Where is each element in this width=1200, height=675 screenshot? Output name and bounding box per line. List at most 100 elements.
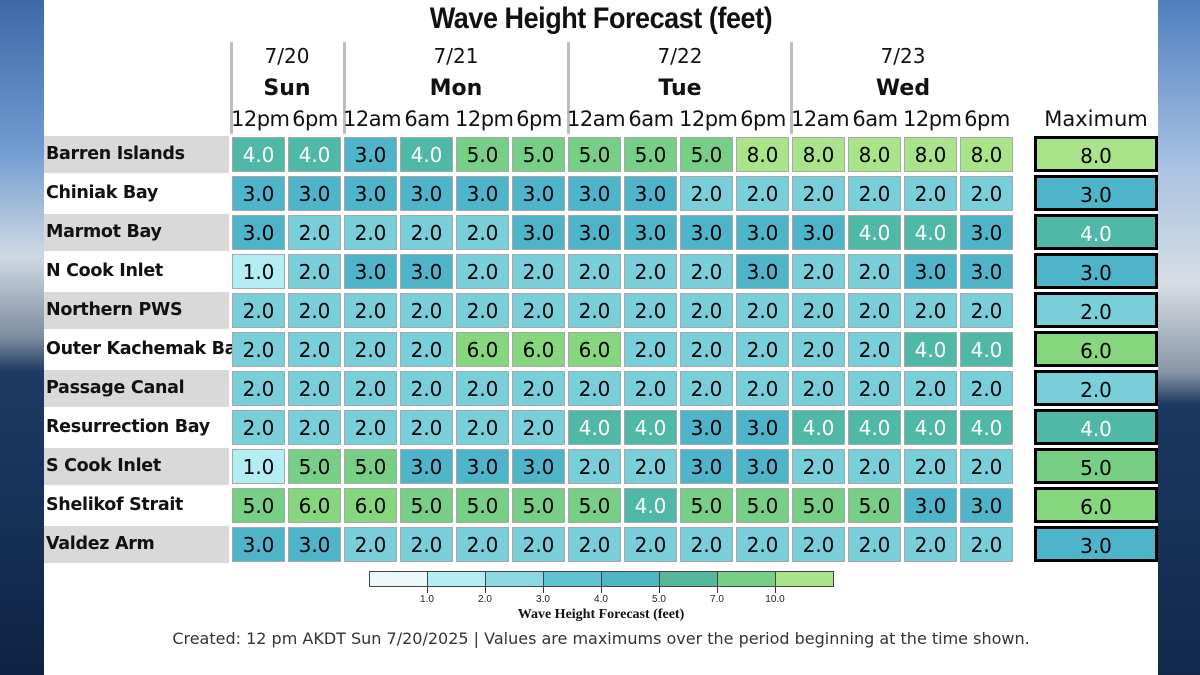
forecast-cell: 2.0 bbox=[680, 254, 733, 289]
time-header: 6pm bbox=[516, 107, 562, 131]
background-ocean-right bbox=[1158, 0, 1200, 675]
location-label: Chiniak Bay bbox=[46, 183, 159, 203]
time-header: 12am bbox=[791, 107, 850, 131]
forecast-cell: 2.0 bbox=[680, 293, 733, 328]
forecast-cell: 2.0 bbox=[344, 332, 397, 367]
forecast-cell: 2.0 bbox=[792, 254, 845, 289]
forecast-cell: 2.0 bbox=[288, 254, 341, 289]
location-label: N Cook Inlet bbox=[46, 261, 163, 281]
forecast-cell: 5.0 bbox=[680, 137, 733, 172]
forecast-cell: 3.0 bbox=[344, 254, 397, 289]
forecast-cell: 3.0 bbox=[344, 137, 397, 172]
forecast-cell: 6.0 bbox=[288, 488, 341, 523]
day-date: 7/22 bbox=[657, 44, 703, 68]
forecast-cell: 3.0 bbox=[960, 215, 1013, 250]
forecast-cell: 2.0 bbox=[344, 371, 397, 406]
footer-note: Created: 12 pm AKDT Sun 7/20/2025 | Valu… bbox=[172, 629, 1030, 648]
forecast-cell: 3.0 bbox=[624, 176, 677, 211]
time-header: 6am bbox=[404, 107, 450, 131]
forecast-cell: 3.0 bbox=[792, 215, 845, 250]
forecast-cell: 6.0 bbox=[568, 332, 621, 367]
forecast-cell: 3.0 bbox=[288, 176, 341, 211]
forecast-cell: 5.0 bbox=[344, 449, 397, 484]
colorbar-segment bbox=[775, 571, 834, 587]
forecast-cell: 8.0 bbox=[736, 137, 789, 172]
forecast-cell: 4.0 bbox=[904, 332, 957, 367]
forecast-cell: 4.0 bbox=[400, 137, 453, 172]
forecast-cell: 2.0 bbox=[792, 176, 845, 211]
day-separator bbox=[343, 42, 346, 134]
forecast-cell: 3.0 bbox=[512, 449, 565, 484]
forecast-cell: 2.0 bbox=[736, 371, 789, 406]
forecast-cell: 2.0 bbox=[400, 215, 453, 250]
forecast-cell: 3.0 bbox=[904, 254, 957, 289]
forecast-cell: 4.0 bbox=[624, 410, 677, 445]
forecast-cell: 2.0 bbox=[456, 254, 509, 289]
forecast-cell: 3.0 bbox=[400, 449, 453, 484]
time-header: 12am bbox=[343, 107, 402, 131]
forecast-cell: 2.0 bbox=[344, 410, 397, 445]
forecast-cell: 2.0 bbox=[400, 410, 453, 445]
time-header: 12pm bbox=[903, 107, 962, 131]
forecast-cell: 2.0 bbox=[568, 254, 621, 289]
colorbar-segment bbox=[717, 571, 776, 587]
forecast-cell: 3.0 bbox=[736, 254, 789, 289]
forecast-cell: 2.0 bbox=[400, 293, 453, 328]
maximum-cell: 3.0 bbox=[1034, 253, 1158, 289]
forecast-cell: 2.0 bbox=[568, 449, 621, 484]
forecast-cell: 4.0 bbox=[960, 332, 1013, 367]
forecast-cell: 2.0 bbox=[288, 215, 341, 250]
forecast-cell: 2.0 bbox=[624, 449, 677, 484]
forecast-cell: 3.0 bbox=[456, 176, 509, 211]
forecast-cell: 2.0 bbox=[400, 527, 453, 562]
forecast-cell: 4.0 bbox=[792, 410, 845, 445]
forecast-cell: 2.0 bbox=[456, 371, 509, 406]
forecast-cell: 5.0 bbox=[512, 488, 565, 523]
forecast-cell: 3.0 bbox=[736, 449, 789, 484]
forecast-cell: 3.0 bbox=[400, 176, 453, 211]
forecast-cell: 3.0 bbox=[400, 254, 453, 289]
time-header: 12pm bbox=[231, 107, 290, 131]
forecast-cell: 3.0 bbox=[680, 410, 733, 445]
colorbar-tick bbox=[601, 587, 602, 593]
colorbar-segment bbox=[485, 571, 544, 587]
forecast-cell: 4.0 bbox=[848, 215, 901, 250]
forecast-cell: 6.0 bbox=[344, 488, 397, 523]
forecast-cell: 5.0 bbox=[288, 449, 341, 484]
location-label: Barren Islands bbox=[44, 136, 229, 173]
colorbar-tick-label: 3.0 bbox=[536, 594, 550, 605]
forecast-cell: 2.0 bbox=[288, 371, 341, 406]
forecast-cell: 4.0 bbox=[904, 410, 957, 445]
forecast-cell: 3.0 bbox=[960, 488, 1013, 523]
day-date: 7/20 bbox=[264, 44, 310, 68]
forecast-cell: 3.0 bbox=[568, 215, 621, 250]
day-name: Mon bbox=[429, 76, 483, 101]
colorbar-tick bbox=[543, 587, 544, 593]
location-label: Passage Canal bbox=[44, 370, 229, 407]
forecast-cell: 1.0 bbox=[232, 449, 285, 484]
forecast-cell: 2.0 bbox=[960, 293, 1013, 328]
location-label: Northern PWS bbox=[44, 292, 229, 329]
forecast-cell: 2.0 bbox=[736, 332, 789, 367]
colorbar-tick bbox=[427, 587, 428, 593]
colorbar-tick-label: 4.0 bbox=[594, 594, 608, 605]
forecast-cell: 8.0 bbox=[792, 137, 845, 172]
maximum-cell: 4.0 bbox=[1034, 214, 1158, 250]
forecast-cell: 2.0 bbox=[736, 293, 789, 328]
colorbar-tick bbox=[485, 587, 486, 593]
forecast-cell: 2.0 bbox=[848, 176, 901, 211]
location-label: Shelikof Strait bbox=[46, 495, 184, 515]
forecast-cell: 5.0 bbox=[232, 488, 285, 523]
forecast-cell: 2.0 bbox=[512, 371, 565, 406]
location-label: S Cook Inlet bbox=[44, 448, 229, 485]
colorbar-title: Wave Height Forecast (feet) bbox=[517, 607, 685, 622]
forecast-cell: 4.0 bbox=[960, 410, 1013, 445]
forecast-cell: 6.0 bbox=[512, 332, 565, 367]
forecast-cell: 2.0 bbox=[680, 371, 733, 406]
day-date: 7/21 bbox=[433, 44, 479, 68]
time-header: 6am bbox=[852, 107, 898, 131]
location-label: Resurrection Bay bbox=[46, 417, 210, 437]
forecast-cell: 2.0 bbox=[400, 332, 453, 367]
forecast-cell: 5.0 bbox=[400, 488, 453, 523]
forecast-cell: 2.0 bbox=[456, 527, 509, 562]
